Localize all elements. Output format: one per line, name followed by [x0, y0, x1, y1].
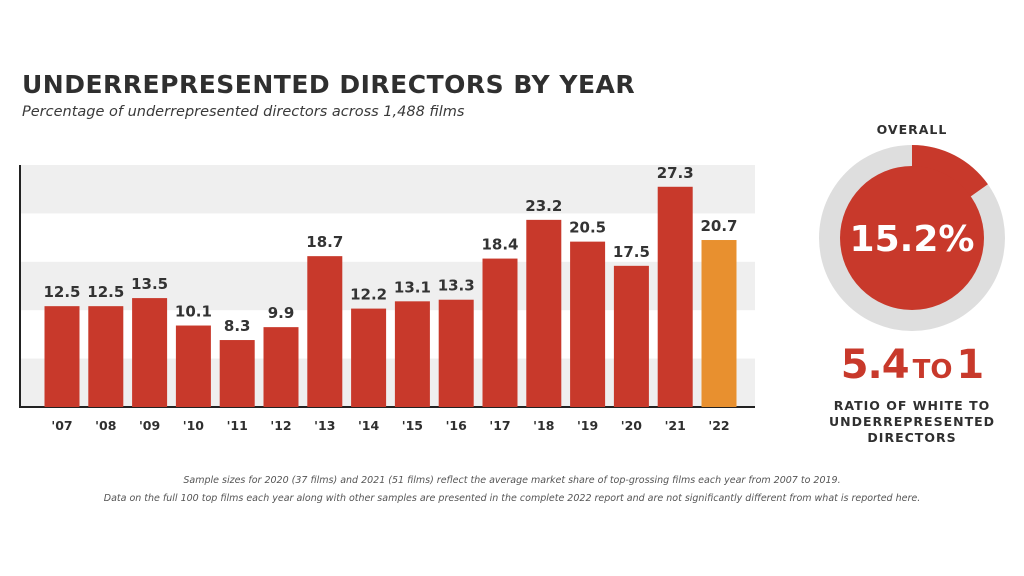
bar [394, 301, 430, 407]
bar [701, 240, 737, 407]
bar-value-label: 13.3 [438, 277, 475, 295]
bar-value-label: 18.4 [481, 236, 518, 254]
x-tick-label: '08 [95, 418, 116, 433]
bar-value-label: 13.1 [394, 278, 431, 296]
bar-value-label: 27.3 [657, 164, 694, 182]
x-tick-label: '20 [621, 418, 643, 433]
ratio-caption-line-3: DIRECTORS [867, 430, 957, 445]
bar-value-label: 12.2 [350, 286, 387, 304]
ratio-caption-line-2: UNDERREPRESENTED [828, 414, 996, 429]
bar-value-label: 23.2 [525, 197, 562, 215]
x-tick-label: '19 [577, 418, 598, 433]
bar [438, 299, 474, 407]
x-tick-label: '09 [139, 418, 160, 433]
x-tick-label: '13 [314, 418, 335, 433]
footnote-line-2: Data on the full 100 top films each year… [103, 493, 921, 504]
bar [44, 306, 80, 407]
chart-subtitle: Percentage of underrepresented directors… [22, 104, 465, 120]
bar [88, 306, 124, 407]
bar [526, 219, 562, 407]
bar-value-label: 20.5 [569, 219, 606, 237]
bar [657, 186, 693, 407]
bar [613, 265, 649, 407]
bar-value-label: 10.1 [175, 303, 212, 321]
x-tick-label: '12 [270, 418, 291, 433]
bar-value-label: 18.7 [306, 233, 343, 251]
x-tick-label: '21 [665, 418, 686, 433]
bar [219, 340, 255, 407]
x-tick-label: '22 [708, 418, 729, 433]
donut-center [840, 166, 984, 310]
x-tick-label: '11 [227, 418, 248, 433]
ratio-value: 5.4 TO 1 [822, 342, 1002, 388]
x-tick-label: '14 [358, 418, 380, 433]
overall-value: 15.2% [850, 219, 975, 260]
ratio-right: 1 [956, 342, 984, 388]
bar [263, 327, 299, 407]
bar [482, 258, 518, 407]
bar-value-label: 20.7 [700, 217, 737, 235]
ratio-caption-line-1: RATIO OF WHITE TO [833, 398, 991, 413]
bar-value-label: 17.5 [613, 243, 650, 261]
x-tick-label: '10 [183, 418, 205, 433]
x-tick-label: '07 [51, 418, 72, 433]
bar-value-label: 9.9 [268, 304, 295, 322]
footnote-line-1: Sample sizes for 2020 (37 films) and 202… [183, 475, 841, 486]
footnote: Sample sizes for 2020 (37 films) and 202… [0, 472, 1024, 508]
bar [351, 308, 387, 407]
bar [570, 241, 606, 407]
bar-value-label: 8.3 [224, 317, 251, 335]
bar-chart: 12.5 '07 12.5 '08 13.5 '09 10.1 '10 8.3 '11 9.9 '12… [19, 164, 755, 433]
bar [307, 256, 343, 407]
x-tick-label: '18 [533, 418, 554, 433]
grid-band [20, 165, 755, 214]
x-tick-label: '17 [489, 418, 510, 433]
overall-donut-chart: 15.2% [819, 145, 1005, 331]
bar [132, 298, 168, 407]
bar [175, 325, 211, 407]
ratio-caption: RATIO OF WHITE TO UNDERREPRESENTED DIRECTO… [812, 398, 1012, 446]
overall-label: OVERALL [876, 122, 948, 137]
bar-value-label: 12.5 [43, 283, 80, 301]
bar-value-label: 13.5 [131, 275, 168, 293]
ratio-connector: TO [912, 355, 953, 385]
ratio-left: 5.4 [840, 342, 910, 388]
x-tick-label: '16 [446, 418, 468, 433]
bar-value-label: 12.5 [87, 283, 124, 301]
chart-title: UNDERREPRESENTED DIRECTORS BY YEAR [22, 70, 636, 99]
x-tick-label: '15 [402, 418, 423, 433]
